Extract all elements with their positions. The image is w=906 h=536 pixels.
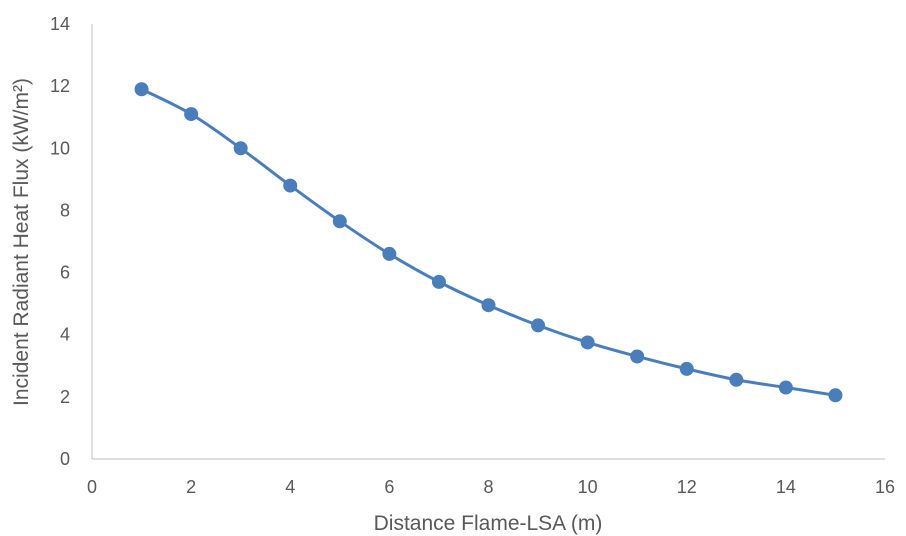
data-point bbox=[332, 214, 347, 229]
data-point bbox=[134, 82, 149, 97]
data-point bbox=[531, 318, 546, 333]
data-point bbox=[679, 361, 694, 376]
data-point bbox=[431, 274, 446, 289]
data-point bbox=[184, 107, 199, 122]
x-axis-title: Distance Flame-LSA (m) bbox=[374, 512, 603, 535]
y-tick-label: 8 bbox=[60, 200, 70, 220]
data-point bbox=[828, 388, 843, 403]
x-tick-labels: 0 2 4 6 8 10 12 14 16 bbox=[87, 477, 895, 497]
y-tick-label: 6 bbox=[60, 263, 70, 283]
x-tick-label: 6 bbox=[384, 477, 394, 497]
x-tick-label: 14 bbox=[776, 477, 796, 497]
y-tick-label: 0 bbox=[60, 449, 70, 469]
data-point bbox=[481, 298, 496, 313]
y-axis-title: Incident Radiant Heat Flux (kW/m²) bbox=[10, 78, 33, 406]
series-layer bbox=[134, 82, 843, 403]
x-tick-label: 0 bbox=[87, 477, 97, 497]
data-point bbox=[382, 246, 397, 261]
y-tick-label: 12 bbox=[50, 76, 70, 96]
x-tick-label: 16 bbox=[875, 477, 895, 497]
y-tick-label: 2 bbox=[60, 387, 70, 407]
data-point bbox=[729, 372, 744, 387]
series-line bbox=[140, 87, 836, 397]
y-tick-label: 4 bbox=[60, 325, 70, 345]
data-point bbox=[630, 349, 645, 364]
data-point bbox=[778, 380, 793, 395]
x-tick-label: 10 bbox=[578, 477, 598, 497]
y-tick-labels: 0 2 4 6 8 10 12 14 bbox=[50, 14, 70, 469]
x-tick-label: 8 bbox=[483, 477, 493, 497]
axes bbox=[91, 24, 885, 460]
x-tick-label: 2 bbox=[186, 477, 196, 497]
x-tick-label: 4 bbox=[285, 477, 295, 497]
data-point bbox=[283, 178, 298, 193]
x-tick-label: 12 bbox=[677, 477, 697, 497]
y-tick-label: 14 bbox=[50, 14, 70, 34]
y-tick-label: 10 bbox=[50, 138, 70, 158]
data-point bbox=[580, 335, 595, 350]
data-point bbox=[233, 141, 248, 156]
